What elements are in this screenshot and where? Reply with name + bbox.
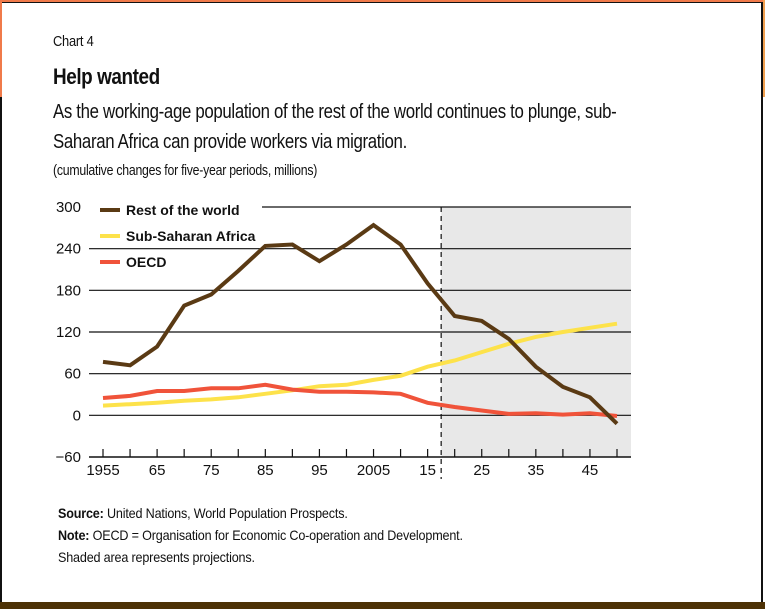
series-line-rest-of-world xyxy=(102,222,619,426)
y-axis-labels: 300 240 180 120 60 0 −60 xyxy=(56,199,81,466)
x-tick-label: 1955 xyxy=(86,462,119,479)
page-border-top xyxy=(2,2,762,3)
chart-title: Help wanted xyxy=(53,64,160,89)
note-label: Note: xyxy=(58,527,90,543)
window-frame-left xyxy=(0,0,2,97)
series-lines xyxy=(102,222,619,426)
source-line: Source: United Nations, World Population… xyxy=(58,502,706,524)
x-tick-label: 2005 xyxy=(357,462,390,479)
page-border-right xyxy=(761,2,763,602)
bottom-bar xyxy=(0,602,765,609)
window-frame-top xyxy=(0,0,765,2)
x-tick-label: 85 xyxy=(257,462,274,479)
source-label: Source: xyxy=(58,505,104,521)
y-tick-label: −60 xyxy=(56,449,81,466)
legend: Rest of the world Sub-Saharan Africa OECD xyxy=(100,202,256,270)
source-text: United Nations, World Population Prospec… xyxy=(103,505,348,521)
legend-label-oecd: OECD xyxy=(126,254,166,270)
y-tick-label: 240 xyxy=(56,241,81,258)
x-axis-labels: 1955 65 75 85 95 2005 15 25 35 45 xyxy=(86,462,598,479)
x-tick-label: 95 xyxy=(311,462,328,479)
y-tick-label: 120 xyxy=(56,324,81,341)
x-tick-label: 25 xyxy=(473,462,490,479)
y-tick-label: 60 xyxy=(64,366,81,383)
window-frame-right xyxy=(763,0,765,97)
note-text: OECD = Organisation for Economic Co-oper… xyxy=(89,527,463,543)
gridlines xyxy=(89,206,631,479)
x-tick-label: 65 xyxy=(149,462,166,479)
series-line-oecd xyxy=(102,382,618,418)
x-axis xyxy=(89,449,631,458)
series-line-sub-saharan-africa xyxy=(102,321,618,408)
projection-note: Shaded area represents projections. xyxy=(58,549,255,565)
legend-label-rest-of-world: Rest of the world xyxy=(126,202,240,218)
chart-units: (cumulative changes for five-year period… xyxy=(53,162,318,179)
y-tick-label: 300 xyxy=(56,199,81,216)
chart-subtitle: As the working-age population of the res… xyxy=(53,100,617,153)
chart-notes: Source: United Nations, World Population… xyxy=(58,502,706,568)
x-tick-label: 35 xyxy=(527,462,544,479)
note-line: Note: OECD = Organisation for Economic C… xyxy=(58,524,706,546)
x-tick-label: 45 xyxy=(582,462,599,479)
x-tick-label: 15 xyxy=(419,462,436,479)
y-tick-label: 180 xyxy=(56,282,81,299)
chart-number: Chart 4 xyxy=(53,33,94,50)
x-tick-label: 75 xyxy=(203,462,220,479)
legend-label-sub-saharan-africa: Sub-Saharan Africa xyxy=(126,228,256,244)
y-tick-label: 0 xyxy=(73,407,81,424)
page-border-left xyxy=(0,97,2,609)
